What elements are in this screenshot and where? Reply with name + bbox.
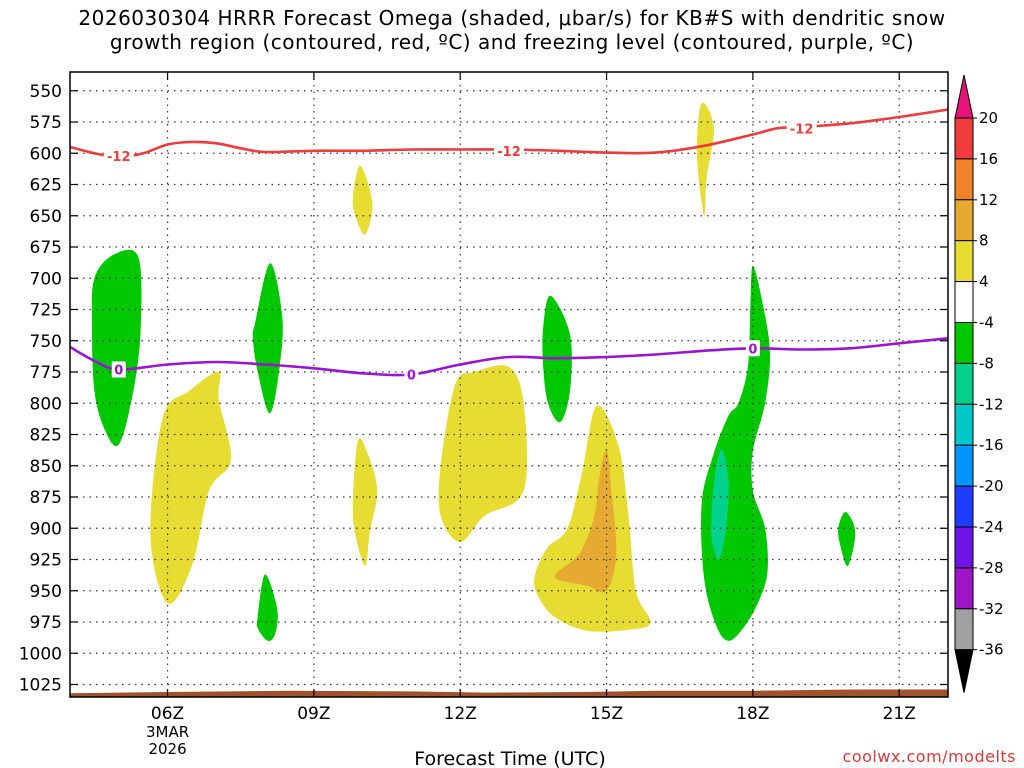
colorbar: 20 16 12 8 4 -4 -8 -12 -16 -20 -24 -28 -32 -36 — [954, 74, 1004, 693]
y-tick-label-1000: 1000 — [19, 644, 62, 664]
colorbar-bin-8 — [954, 403, 974, 446]
dendritic-growth-minus12-label-bg-3 — [786, 120, 817, 137]
colorbar-label-20: 20 — [979, 109, 998, 127]
y-tick-label-975: 975 — [30, 613, 62, 633]
colorbar-bin-5 — [954, 281, 974, 324]
colorbar-label-16: 16 — [979, 150, 998, 168]
omega-region-orange-14 — [554, 449, 617, 593]
y-tick-label-925: 925 — [30, 551, 62, 571]
colorbar-label-4: 4 — [979, 273, 989, 291]
x-tick-label-12Z: 12Z — [444, 704, 477, 724]
colorbar-bin-4 — [954, 240, 974, 283]
y-tick-label-550: 550 — [30, 82, 62, 102]
terrain-layer — [70, 689, 948, 697]
dendritic-growth-minus12-label-2: -12 — [497, 145, 521, 160]
colorbar-bin-6 — [954, 322, 974, 364]
contour-layer: -12 -12 -12 0 0 0 — [69, 108, 949, 384]
dendritic-growth-minus12-label-bg-1 — [103, 147, 134, 164]
omega-region-yellow-9 — [352, 165, 373, 235]
colorbar-label--28: -28 — [979, 559, 1004, 577]
plot-frame — [69, 71, 949, 698]
y-tick-label-1025: 1025 — [19, 676, 62, 696]
dendritic-growth-minus12-line — [69, 108, 949, 159]
colorbar-bin-2 — [954, 158, 974, 201]
colorbar-label--20: -20 — [979, 477, 1004, 495]
colorbar-label--8: -8 — [979, 354, 994, 372]
freezing-level-0-label-1: 0 — [114, 364, 123, 379]
axes-layer: 550 575 600 625 650 675 700 725 750 775 800 825 850 8… — [19, 71, 949, 758]
colorbar-bin-13 — [954, 608, 974, 651]
chart-title-line2: growth region (contoured, red, ºC) and f… — [109, 30, 915, 54]
y-tick-label-850: 850 — [30, 457, 62, 477]
x-tick-label-18Z: 18Z — [736, 704, 769, 724]
y-tick-label-875: 875 — [30, 488, 62, 508]
colorbar-label--16: -16 — [979, 436, 1004, 454]
omega-region-yellow-12 — [533, 405, 651, 632]
colorbar-bin-9 — [954, 444, 974, 487]
colorbar-bin-10 — [954, 485, 974, 528]
dendritic-growth-minus12-label-1: -12 — [107, 150, 131, 165]
omega-region-yellow-10 — [352, 438, 378, 566]
omega-region-teal-7 — [711, 449, 729, 560]
colorbar-label--36: -36 — [979, 641, 1004, 659]
dendritic-growth-minus12-label-bg-2 — [494, 142, 524, 159]
y-tick-label-575: 575 — [30, 113, 62, 133]
x-tick-label-06Z: 06Z — [151, 704, 184, 724]
x-tick-label-21Z: 21Z — [883, 704, 916, 724]
freezing-level-0-label-3: 0 — [748, 342, 757, 357]
x-tick-label-09Z: 09Z — [297, 704, 330, 724]
freezing-level-0-label-2: 0 — [407, 369, 416, 384]
y-tick-label-700: 700 — [30, 269, 62, 289]
y-tick-label-750: 750 — [30, 332, 62, 352]
freezing-level-0-line — [69, 337, 949, 377]
freezing-level-0-label-bg-1 — [111, 361, 126, 378]
freezing-level-0-label-bg-3 — [745, 340, 760, 357]
y-tick-label-825: 825 — [30, 426, 62, 446]
colorbar-bin-7 — [954, 362, 974, 405]
y-tick-label-800: 800 — [30, 394, 62, 414]
y-tick-label-650: 650 — [30, 207, 62, 227]
colorbar-bin-1 — [954, 117, 974, 160]
colorbar-label--32: -32 — [979, 600, 1004, 618]
credit-text: coolwx.com/modelts — [842, 747, 1016, 766]
omega-region-green-1 — [91, 249, 142, 447]
omega-region-yellow-8 — [150, 371, 232, 605]
x-tick-date-year: 2026 — [148, 740, 186, 758]
colorbar-label-8: 8 — [979, 232, 989, 250]
omega-region-green-5 — [701, 265, 771, 641]
colorbar-label-12: 12 — [979, 191, 998, 209]
chart-title-line1: 2026030304 HRRR Forecast Omega (shaded, … — [78, 6, 946, 30]
omega-region-green-6 — [838, 511, 856, 567]
colorbar-bottom-arrow — [954, 649, 974, 693]
omega-region-green-2 — [252, 263, 283, 414]
x-tick-date-month: 3MAR — [146, 723, 189, 741]
y-tick-label-625: 625 — [30, 176, 62, 196]
y-tick-label-900: 900 — [30, 519, 62, 539]
terrain-ground — [70, 689, 948, 697]
colorbar-bin-3 — [954, 199, 974, 242]
y-tick-label-600: 600 — [30, 144, 62, 164]
chart-title: 2026030304 HRRR Forecast Omega (shaded, … — [0, 6, 1024, 54]
colorbar-top-arrow — [954, 74, 974, 119]
colorbar-bin-12 — [954, 567, 974, 610]
x-tick-label-15Z: 15Z — [590, 704, 623, 724]
omega-region-yellow-11 — [438, 365, 528, 542]
y-tick-label-675: 675 — [30, 238, 62, 258]
dendritic-growth-minus12-label-3: -12 — [790, 122, 814, 137]
freezing-level-0-label-bg-2 — [404, 366, 419, 383]
y-tick-label-950: 950 — [30, 582, 62, 602]
colorbar-bin-11 — [954, 526, 974, 569]
y-tick-label-775: 775 — [30, 363, 62, 383]
colorbar-label--24: -24 — [979, 518, 1004, 536]
x-axis-title: Forecast Time (UTC) — [414, 748, 605, 768]
colorbar-label--12: -12 — [979, 395, 1004, 413]
colorbar-label--4: -4 — [979, 314, 994, 332]
y-tick-label-725: 725 — [30, 301, 62, 321]
omega-region-yellow-13 — [696, 102, 714, 217]
omega-region-green-3 — [256, 574, 278, 642]
grid-layer — [70, 72, 948, 697]
